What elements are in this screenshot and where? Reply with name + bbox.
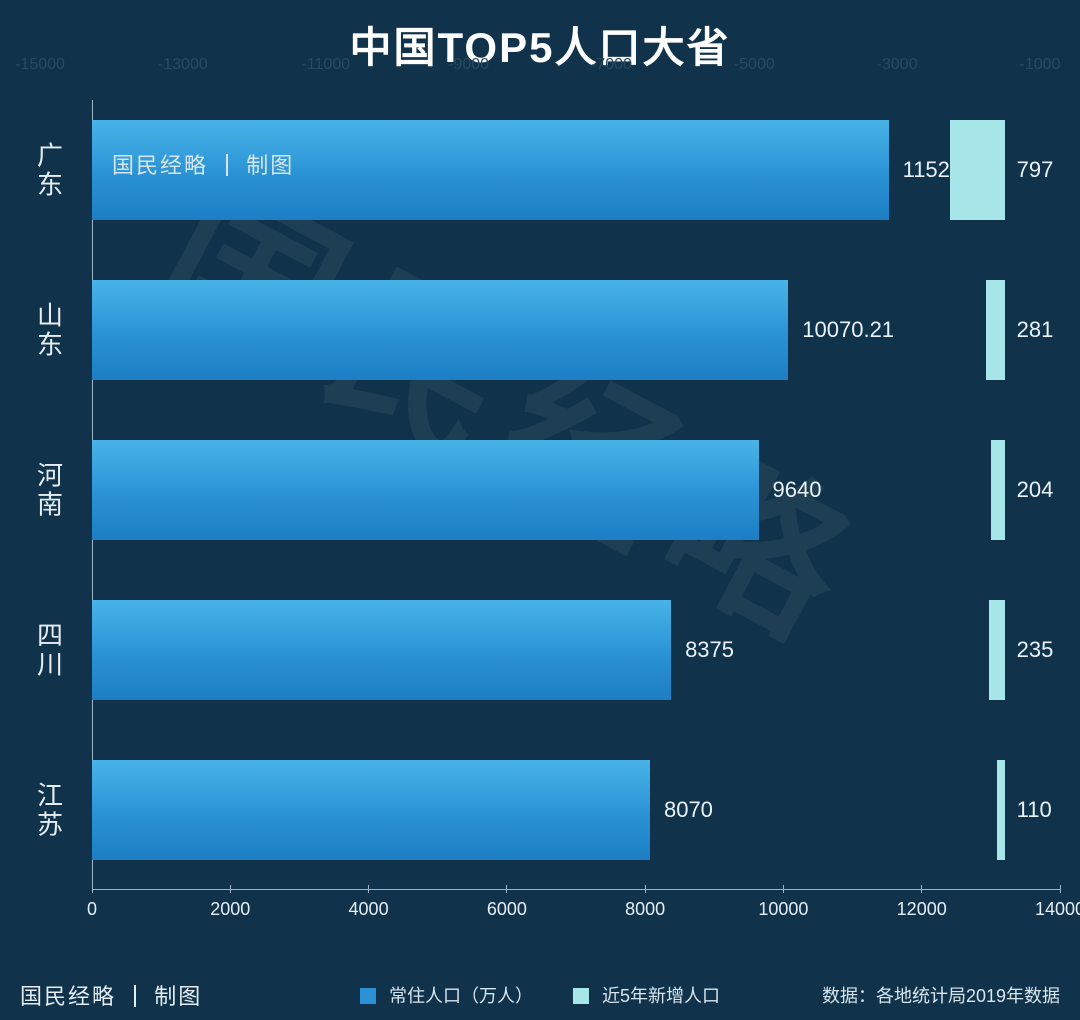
category-label: 四川 xyxy=(20,621,80,678)
legend-label-series1: 常住人口（万人） xyxy=(389,986,533,1006)
bar-series2 xyxy=(991,440,1005,540)
x-tick: 10000 xyxy=(758,885,808,920)
bar-series1-value: 8070 xyxy=(664,797,713,823)
ghost-tick: -7000 xyxy=(591,56,632,74)
x-tick: 8000 xyxy=(625,885,665,920)
footer-brand-right: 制图 xyxy=(154,984,202,1009)
bar-row: 河南 9640 204 xyxy=(20,440,1060,540)
bar-series2-value: 281 xyxy=(1017,317,1054,343)
category-label: 河南 xyxy=(20,461,80,518)
legend-item-series2: 近5年新增人口 xyxy=(573,982,720,1008)
bar-series1 xyxy=(92,440,759,540)
ghost-tick: -1000 xyxy=(1020,56,1061,74)
ghost-tick: -5000 xyxy=(734,56,775,74)
legend-swatch-series1 xyxy=(360,988,376,1004)
ghost-tick: -13000 xyxy=(158,56,208,74)
category-label: 山东 xyxy=(20,301,80,358)
chart-area: 02000400060008000100001200014000 广东11521… xyxy=(20,100,1060,920)
footer-brand-left: 国民经略 xyxy=(20,984,116,1009)
bar-row: 江苏 8070 110 xyxy=(20,760,1060,860)
footer: 国民经略 制图 常住人口（万人） 近5年新增人口 数据：各地统计局2019年数据 xyxy=(0,970,1080,1020)
watermark-right: 制图 xyxy=(246,153,294,178)
legend-label-series2: 近5年新增人口 xyxy=(602,986,720,1006)
bar-row: 四川 8375 235 xyxy=(20,600,1060,700)
ghost-tick: -3000 xyxy=(877,56,918,74)
bar-series2 xyxy=(950,120,1004,220)
x-tick: 2000 xyxy=(210,885,250,920)
bar-series2-value: 204 xyxy=(1017,477,1054,503)
ghost-tick: -15000 xyxy=(15,56,65,74)
footer-brand-separator xyxy=(134,985,136,1007)
x-tick: 0 xyxy=(87,885,97,920)
category-label: 广东 xyxy=(20,141,80,198)
legend: 常住人口（万人） 近5年新增人口 xyxy=(360,982,720,1008)
bar-series1-value: 8375 xyxy=(685,637,734,663)
footer-brand: 国民经略 制图 xyxy=(20,979,202,1011)
inline-watermark: 国民经略 制图 xyxy=(112,148,294,180)
bar-row: 山东 10070.21 281 xyxy=(20,280,1060,380)
legend-swatch-series2 xyxy=(573,988,589,1004)
bar-series1-value: 9640 xyxy=(773,477,822,503)
bar-series1 xyxy=(92,760,650,860)
bar-series1-value: 10070.21 xyxy=(802,317,894,343)
category-label: 江苏 xyxy=(20,781,80,838)
bar-series1 xyxy=(92,600,671,700)
x-tick: 6000 xyxy=(487,885,527,920)
data-source: 数据：各地统计局2019年数据 xyxy=(822,982,1060,1008)
x-tick: 14000 xyxy=(1035,885,1080,920)
bar-series2 xyxy=(989,600,1005,700)
legend-item-series1: 常住人口（万人） xyxy=(360,982,533,1008)
bar-series2-value: 797 xyxy=(1017,157,1054,183)
bar-series1 xyxy=(92,280,788,380)
x-tick: 4000 xyxy=(349,885,389,920)
ghost-tick: -11000 xyxy=(301,56,350,74)
bar-series2-value: 110 xyxy=(1017,797,1052,823)
ghost-top-axis: -15000 -13000 -11000 -9000 -7000 -5000 -3000 -1… xyxy=(0,56,1080,86)
bar-series2 xyxy=(997,760,1004,860)
x-tick: 12000 xyxy=(897,885,947,920)
watermark-left: 国民经略 xyxy=(112,153,208,178)
ghost-tick: -9000 xyxy=(448,56,489,74)
bar-series2 xyxy=(986,280,1005,380)
watermark-separator xyxy=(226,154,228,176)
bar-series2-value: 235 xyxy=(1017,637,1054,663)
